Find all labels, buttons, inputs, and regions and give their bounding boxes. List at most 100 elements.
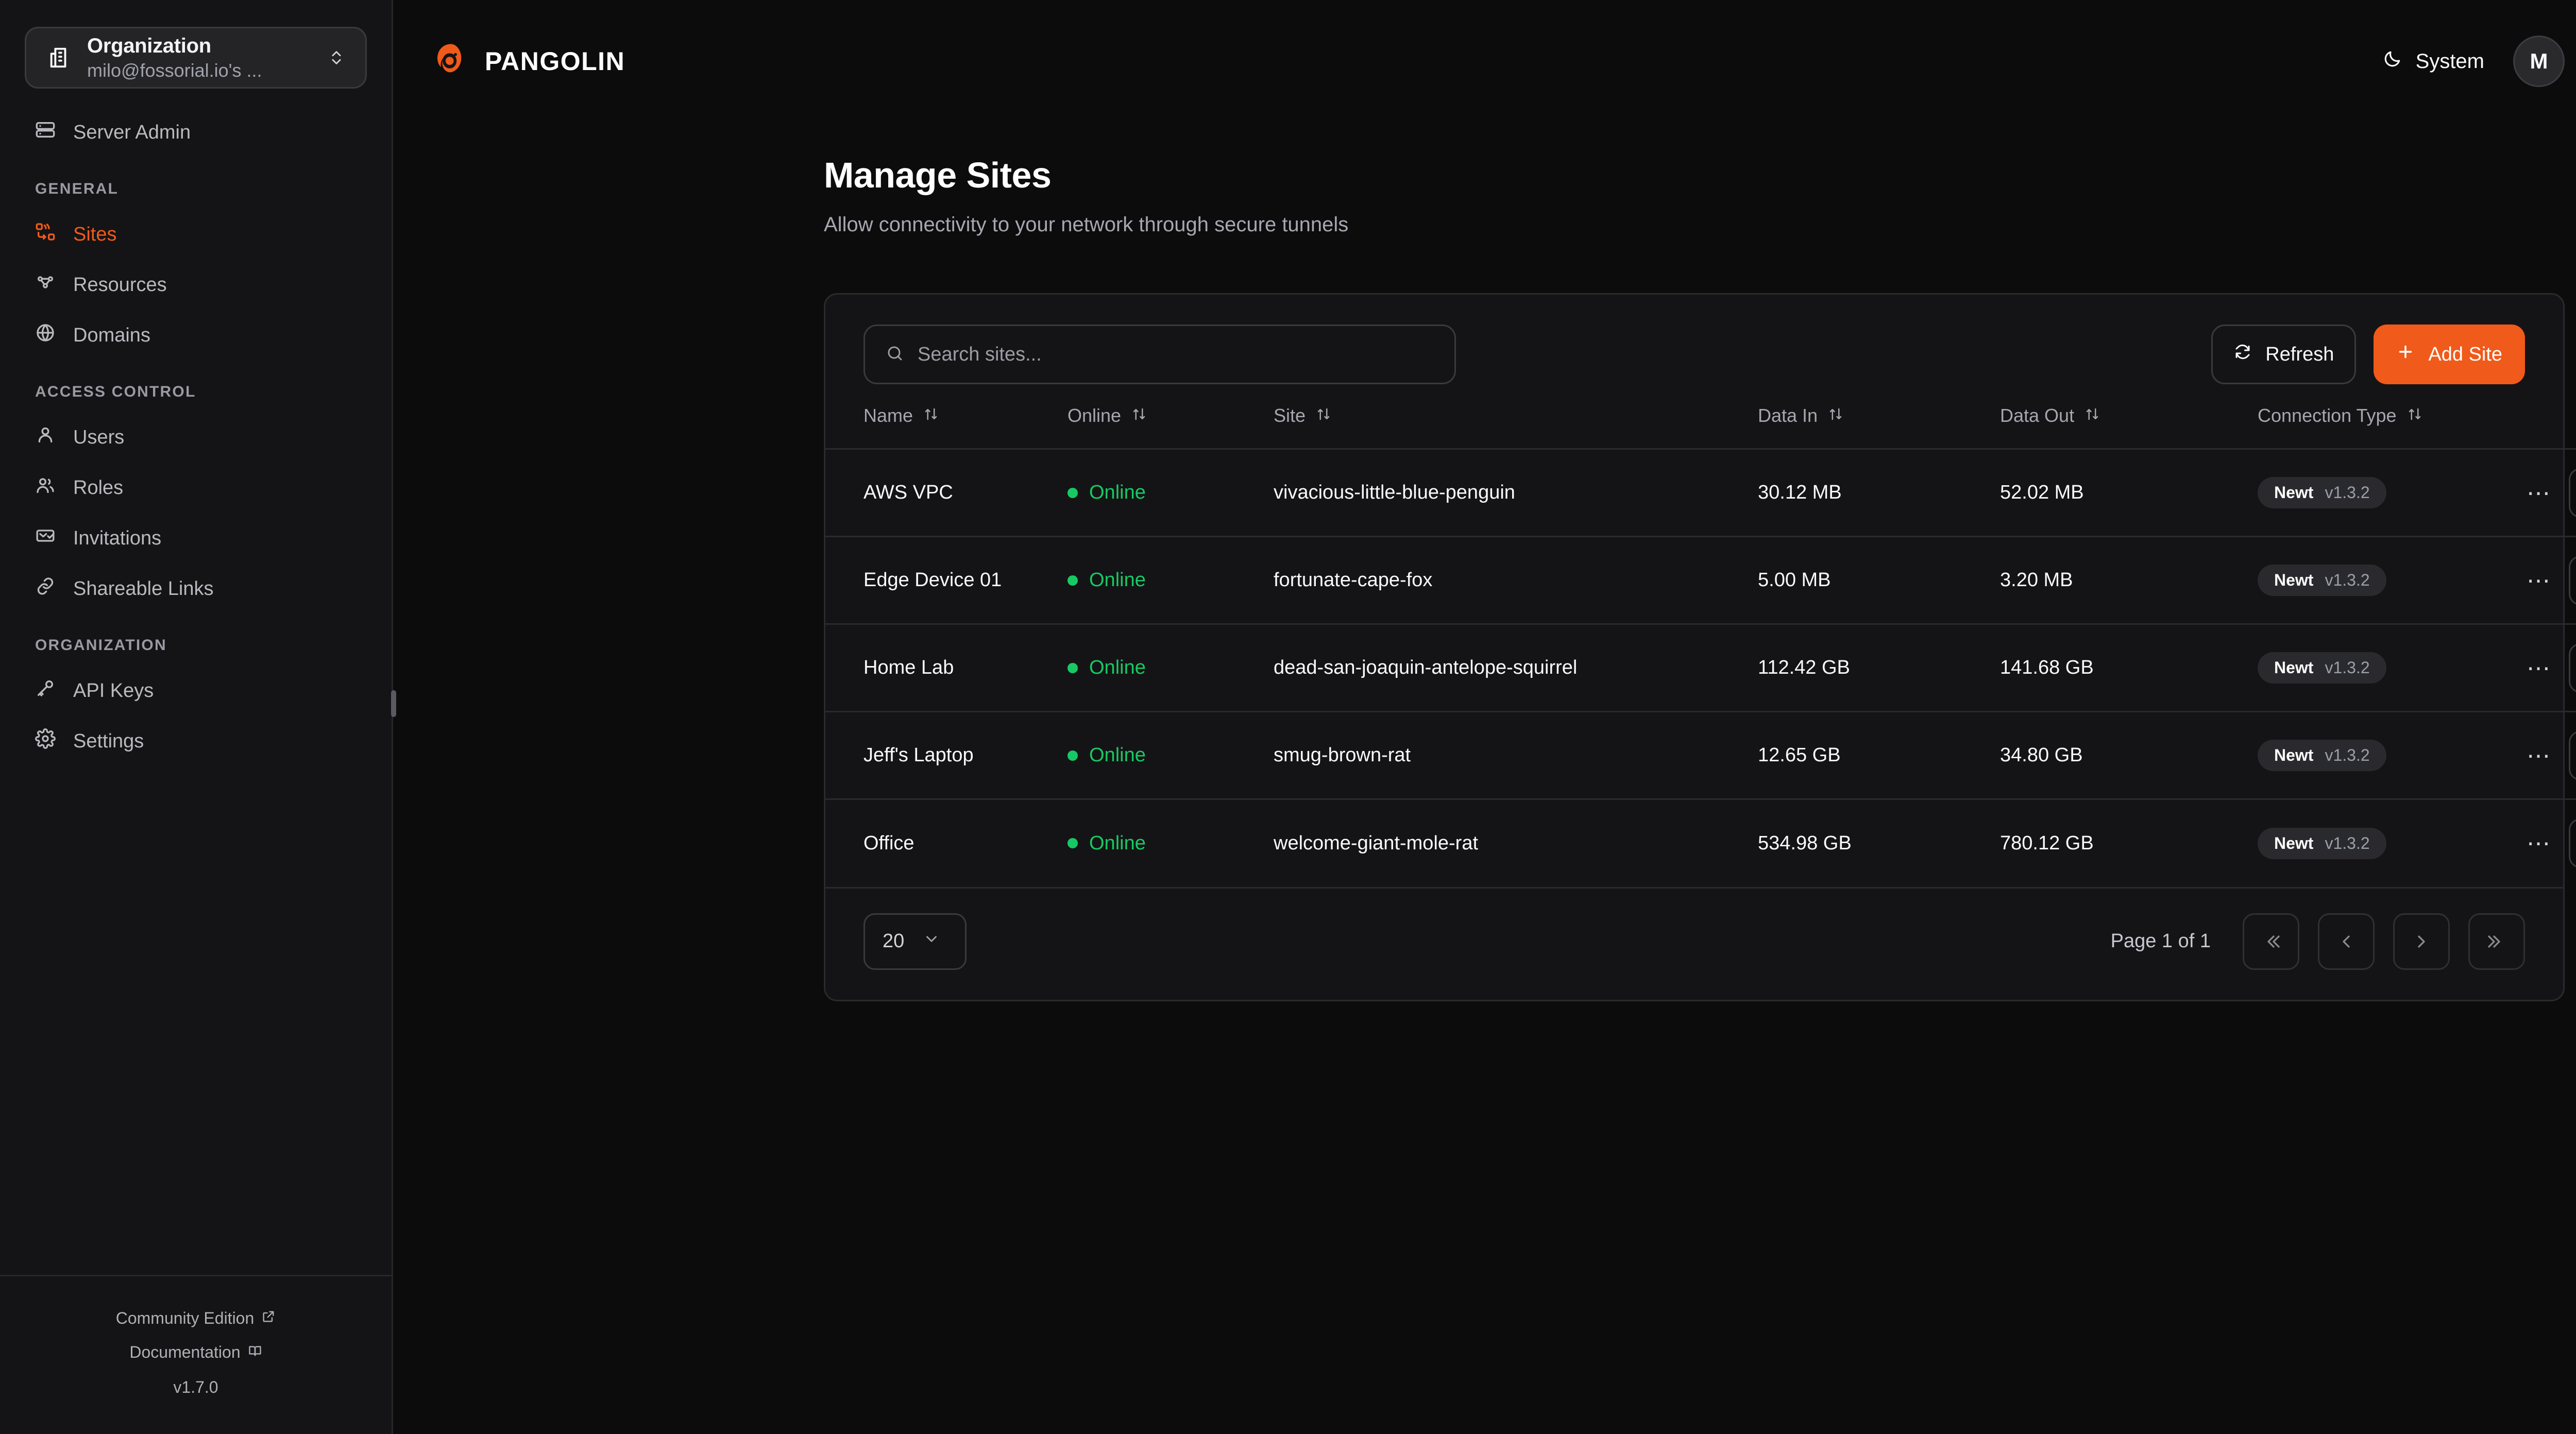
edit-button[interactable]: Edit bbox=[2568, 555, 2576, 605]
table-row[interactable]: Jeff's Laptop Online smug-brown-rat 12.6… bbox=[825, 711, 2576, 799]
sidebar-group-access-control: ACCESS CONTROL bbox=[35, 383, 196, 400]
search-box[interactable] bbox=[863, 325, 1456, 384]
sites-card: Refresh Add Site bbox=[824, 293, 2576, 1001]
sidebar-item-api-keys[interactable]: API Keys bbox=[0, 665, 392, 716]
sidebar-item-label: Sites bbox=[73, 224, 117, 245]
row-more-menu-button[interactable]: ⋯ bbox=[2526, 654, 2551, 681]
edit-button[interactable]: Edit bbox=[2568, 643, 2576, 693]
cell-site: dead-san-joaquin-antelope-squirrel bbox=[1274, 623, 1758, 712]
status-dot-icon bbox=[1067, 487, 1078, 498]
sort-updown-icon bbox=[923, 405, 939, 426]
edit-button[interactable]: Edit bbox=[2568, 468, 2576, 518]
documentation-link[interactable]: Documentation bbox=[0, 1335, 392, 1369]
brand[interactable]: PANGOLIN bbox=[432, 42, 625, 81]
cell-data-out: 34.80 GB bbox=[2000, 711, 2258, 799]
documentation-label: Documentation bbox=[129, 1343, 241, 1361]
connection-name: Newt bbox=[2274, 571, 2314, 589]
column-header-data-out[interactable]: Data Out bbox=[2000, 405, 2258, 449]
sidebar-item-server-admin[interactable]: Server Admin bbox=[0, 107, 392, 158]
column-header-data-in[interactable]: Data In bbox=[1758, 405, 2000, 449]
link-icon bbox=[35, 576, 56, 602]
status-dot-icon bbox=[1067, 575, 1078, 586]
table-row[interactable]: Edge Device 01 Online fortunate-cape-fox… bbox=[825, 536, 2576, 624]
table-row[interactable]: AWS VPC Online vivacious-little-blue-pen… bbox=[825, 448, 2576, 537]
refresh-button[interactable]: Refresh bbox=[2211, 325, 2357, 384]
column-header-name[interactable]: Name bbox=[825, 405, 1067, 449]
cell-data-out: 3.20 MB bbox=[2000, 536, 2258, 624]
table-row[interactable]: Home Lab Online dead-san-joaquin-antelop… bbox=[825, 623, 2576, 712]
row-more-menu-button[interactable]: ⋯ bbox=[2526, 567, 2551, 594]
row-more-menu-button[interactable]: ⋯ bbox=[2526, 479, 2551, 506]
cell-online: Online bbox=[1067, 798, 1274, 887]
prev-page-icon[interactable] bbox=[2318, 913, 2375, 970]
sidebar-item-label: Resources bbox=[73, 274, 167, 296]
theme-label: System bbox=[2415, 49, 2484, 73]
sidebar-item-users[interactable]: Users bbox=[0, 412, 392, 463]
version-label: v1.7.0 bbox=[173, 1378, 218, 1396]
cell-site: welcome-giant-mole-rat bbox=[1274, 798, 1758, 887]
brand-wordmark: PANGOLIN bbox=[485, 47, 625, 76]
connection-name: Newt bbox=[2274, 483, 2314, 502]
sidebar-item-label: Settings bbox=[73, 730, 144, 752]
cell-site: fortunate-cape-fox bbox=[1274, 536, 1758, 624]
add-site-button[interactable]: Add Site bbox=[2374, 325, 2525, 384]
connection-badge: Newt v1.3.2 bbox=[2258, 652, 2386, 684]
connection-version: v1.3.2 bbox=[2325, 571, 2370, 589]
page-title: Manage Sites bbox=[824, 155, 1052, 195]
cell-data-in: 30.12 MB bbox=[1758, 448, 2000, 537]
column-header-site[interactable]: Site bbox=[1274, 405, 1758, 449]
row-more-menu-button[interactable]: ⋯ bbox=[2526, 830, 2551, 857]
topbar: PANGOLIN System M bbox=[393, 0, 2576, 123]
sort-updown-icon bbox=[2084, 405, 2100, 426]
table-row[interactable]: Office Online welcome-giant-mole-rat 534… bbox=[825, 798, 2576, 887]
row-more-menu-button[interactable]: ⋯ bbox=[2526, 742, 2551, 769]
next-page-icon[interactable] bbox=[2393, 913, 2450, 970]
sidebar-item-domains[interactable]: Domains bbox=[0, 310, 392, 361]
external-link-icon bbox=[261, 1301, 276, 1335]
column-label: Online bbox=[1067, 405, 1122, 426]
column-header-online[interactable]: Online bbox=[1067, 405, 1274, 449]
sidebar-item-label: Invitations bbox=[73, 527, 162, 549]
sidebar-item-shareable-links[interactable]: Shareable Links bbox=[0, 564, 392, 614]
cell-connection-type: Newt v1.3.2 bbox=[2258, 623, 2576, 712]
connection-name: Newt bbox=[2274, 833, 2314, 852]
sidebar-group-organization: ORGANIZATION bbox=[35, 637, 167, 654]
sidebar-item-settings[interactable]: Settings bbox=[0, 716, 392, 766]
sidebar-item-label: Users bbox=[73, 426, 125, 448]
cell-data-in: 12.65 GB bbox=[1758, 711, 2000, 799]
resources-icon bbox=[35, 272, 56, 298]
sidebar-item-invitations[interactable]: Invitations bbox=[0, 513, 392, 564]
org-switcher[interactable]: Organization milo@fossorial.io's ... bbox=[25, 27, 367, 89]
community-edition-label: Community Edition bbox=[115, 1309, 255, 1327]
plus-icon bbox=[2396, 343, 2415, 366]
avatar[interactable]: M bbox=[2513, 36, 2565, 87]
connection-version: v1.3.2 bbox=[2325, 658, 2370, 677]
chevron-down-icon bbox=[923, 930, 940, 953]
last-page-icon[interactable] bbox=[2468, 913, 2525, 970]
theme-toggle[interactable]: System bbox=[2383, 49, 2484, 74]
sites-icon bbox=[35, 221, 56, 247]
sidebar-nav: Server Admin GENERAL Sites bbox=[0, 89, 392, 1275]
user-icon bbox=[35, 424, 56, 450]
sidebar-group-general: GENERAL bbox=[35, 180, 119, 197]
column-label: Name bbox=[863, 405, 913, 426]
edit-button[interactable]: Edit bbox=[2568, 818, 2576, 868]
edit-button[interactable]: Edit bbox=[2568, 730, 2576, 780]
status-badge: Online bbox=[1089, 482, 1146, 503]
sidebar-item-resources[interactable]: Resources bbox=[0, 260, 392, 310]
search-input[interactable] bbox=[918, 343, 1434, 366]
community-edition-link[interactable]: Community Edition bbox=[0, 1301, 392, 1335]
page-size-select[interactable]: 20 bbox=[863, 913, 967, 970]
cell-data-out: 780.12 GB bbox=[2000, 798, 2258, 887]
column-header-connection-type[interactable]: Connection Type bbox=[2258, 405, 2576, 449]
cell-data-out: 141.68 GB bbox=[2000, 623, 2258, 712]
refresh-icon bbox=[2233, 343, 2252, 366]
sidebar-resize-handle[interactable] bbox=[391, 690, 396, 717]
cell-connection-type: Newt v1.3.2 bbox=[2258, 536, 2576, 624]
sidebar-item-roles[interactable]: Roles bbox=[0, 463, 392, 513]
first-page-icon[interactable] bbox=[2243, 913, 2299, 970]
page-size-value: 20 bbox=[883, 930, 905, 952]
sidebar-item-sites[interactable]: Sites bbox=[0, 209, 392, 260]
sites-table: Name Online Si bbox=[825, 405, 2576, 887]
gear-icon bbox=[35, 728, 56, 754]
